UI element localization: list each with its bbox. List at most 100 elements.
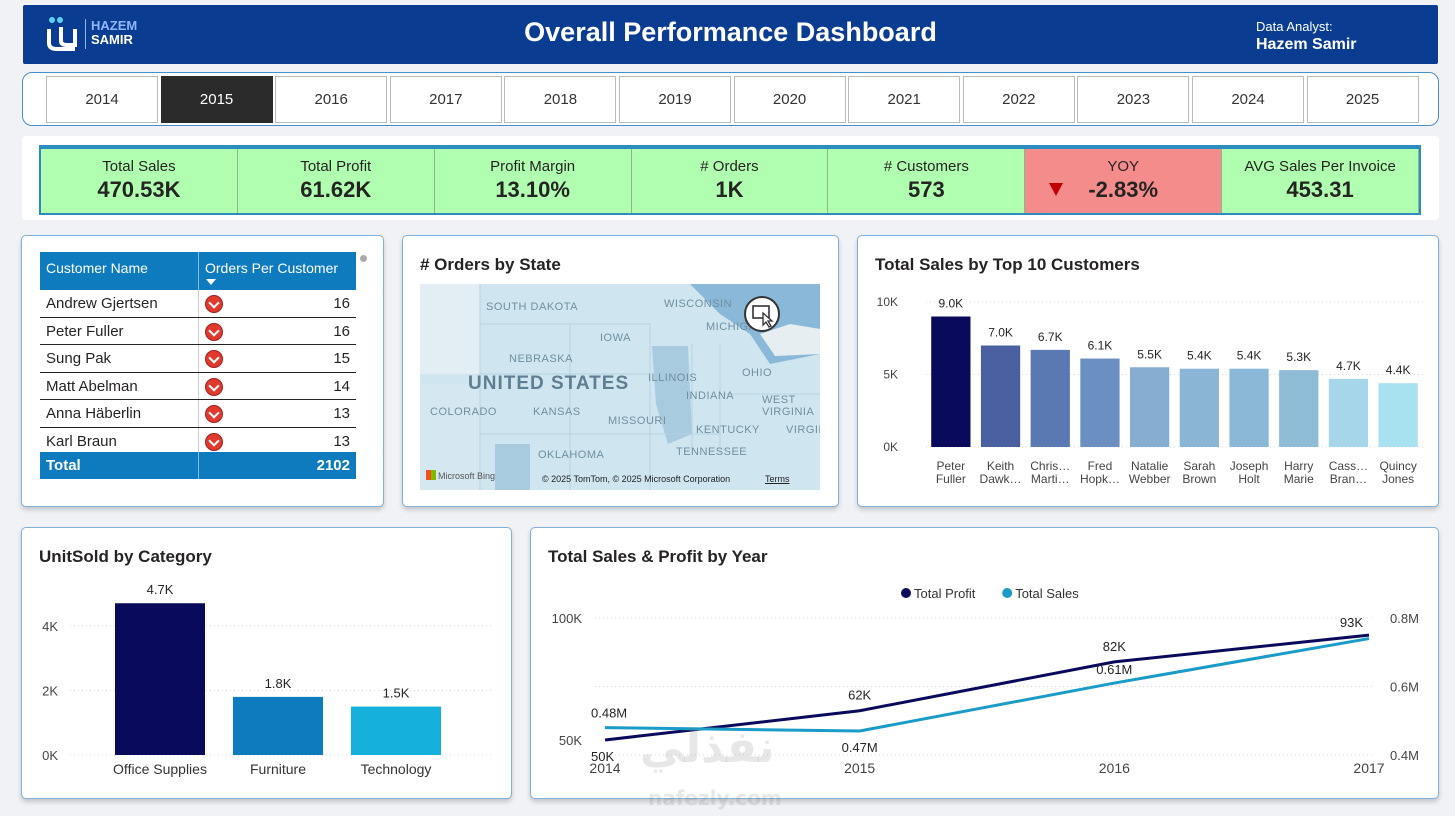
legend-label[interactable]: Total Profit xyxy=(914,586,976,601)
top-customers-title: Total Sales by Top 10 Customers xyxy=(875,255,1140,274)
scrollbar-handle[interactable] xyxy=(360,255,367,262)
focus-mode-icon[interactable] xyxy=(744,296,780,332)
table-row[interactable]: Peter Fuller 16 xyxy=(40,317,356,345)
category-chart[interactable]: 0K 2K 4K 4.7K Office Supplies 1.8K Furniture 1.… xyxy=(22,528,511,798)
bing-attribution: Microsoft Bing xyxy=(426,470,495,481)
customer-table: Customer Name Orders Per Customer Andrew… xyxy=(40,252,356,479)
x-tick-label: Cass… xyxy=(1329,459,1368,473)
x-tick-label: Webber xyxy=(1129,472,1171,486)
x-tick-label: 2016 xyxy=(1099,760,1130,776)
table-body[interactable]: Andrew Gjertsen 16 Peter Fuller 16 Sung Pak 1… xyxy=(40,290,356,452)
table-row[interactable]: Karl Braun 13 xyxy=(40,427,356,452)
down-arrow-icon xyxy=(1049,183,1064,196)
map-label: KANSAS xyxy=(533,406,581,418)
x-tick-label: Brown xyxy=(1182,472,1216,486)
table-header[interactable]: Customer Name Orders Per Customer xyxy=(40,252,356,290)
legend-label[interactable]: Total Sales xyxy=(1015,586,1079,601)
kpi-card: # Orders 1K xyxy=(632,149,829,213)
bar-data-label: 1.8K xyxy=(265,676,292,691)
bar[interactable] xyxy=(980,345,1021,448)
year-button-2019[interactable]: 2019 xyxy=(619,76,731,123)
orders-cell: 16 xyxy=(333,322,350,340)
column-header-customer-name[interactable]: Customer Name xyxy=(46,260,148,276)
bar[interactable] xyxy=(1279,370,1319,447)
sales-data-label: 0.61M xyxy=(1096,662,1132,677)
bar[interactable] xyxy=(1328,378,1369,447)
kpi-card: # Customers 573 xyxy=(828,149,1026,213)
bar[interactable] xyxy=(115,603,205,755)
sales-profit-title: Total Sales & Profit by Year xyxy=(548,547,768,566)
series-line[interactable] xyxy=(604,633,1370,742)
map-label: OKLAHOMA xyxy=(538,449,605,461)
legend-marker xyxy=(1002,588,1013,598)
year-button-2020[interactable]: 2020 xyxy=(733,76,846,123)
orders-map[interactable]: SOUTH DAKOTA WISCONSIN MICHIGAN IOWA NEB… xyxy=(420,284,820,490)
bar[interactable] xyxy=(1130,367,1170,447)
x-tick-label: Bran… xyxy=(1330,472,1367,486)
profit-data-label: 50K xyxy=(591,749,614,764)
map-title: # Orders by State xyxy=(420,255,561,274)
x-tick-label: Marti… xyxy=(1031,472,1070,486)
table-total-row: Total 2102 xyxy=(40,452,356,479)
year-button-2021[interactable]: 2021 xyxy=(848,76,961,123)
table-row[interactable]: Matt Abelman 14 xyxy=(40,372,356,400)
year-button-2014[interactable]: 2014 xyxy=(46,76,158,123)
bar[interactable] xyxy=(931,316,971,448)
right-y-tick-label: 0.4M xyxy=(1390,748,1419,763)
logo-separator xyxy=(85,19,86,49)
year-button-2015[interactable]: 2015 xyxy=(160,76,273,123)
kpi-card: YOY -2.83% xyxy=(1025,149,1223,213)
watermark-url: nafezly.com xyxy=(648,786,782,810)
bing-label: Microsoft Bing xyxy=(438,471,496,481)
x-tick-label: Keith xyxy=(987,459,1014,473)
year-button-2017[interactable]: 2017 xyxy=(389,76,502,123)
x-tick-label: Hopk… xyxy=(1080,472,1120,486)
map-terms-link[interactable]: Terms xyxy=(765,474,790,484)
bar-data-label: 5.3K xyxy=(1286,350,1311,364)
customer-name-cell: Andrew Gjertsen xyxy=(46,295,158,312)
kpi-value: 470.53K xyxy=(97,177,181,202)
y-tick-label: 4K xyxy=(42,619,58,634)
bar[interactable] xyxy=(1229,368,1269,447)
table-row[interactable]: Anna Häberlin 13 xyxy=(40,400,356,428)
bar[interactable] xyxy=(351,706,441,755)
table-row[interactable]: Andrew Gjertsen 16 xyxy=(40,290,356,318)
analyst-name: Hazem Samir xyxy=(1256,36,1357,53)
y-tick-label: 5K xyxy=(883,368,898,382)
orders-cell: 15 xyxy=(333,350,350,367)
map-label: WISCONSIN xyxy=(664,298,733,310)
bar[interactable] xyxy=(1030,349,1070,447)
year-button-2018[interactable]: 2018 xyxy=(504,76,617,123)
total-value: 2102 xyxy=(316,457,350,474)
bar[interactable] xyxy=(1080,358,1120,447)
year-button-2016[interactable]: 2016 xyxy=(275,76,388,123)
customer-name-cell: Karl Braun xyxy=(46,432,117,450)
bar[interactable] xyxy=(1378,383,1418,447)
chevron-down-circle-icon xyxy=(205,322,223,341)
profit-data-label: 82K xyxy=(1103,639,1126,654)
table-row[interactable]: Sung Pak 15 xyxy=(40,345,356,373)
series-line[interactable] xyxy=(604,637,1370,733)
map-label: MISSOURI xyxy=(608,415,667,427)
x-tick-label: Joseph xyxy=(1230,459,1269,473)
sales-data-label: 0.48M xyxy=(591,706,627,721)
kpi-value: 453.31 xyxy=(1286,177,1354,202)
x-tick-label: Furniture xyxy=(250,761,306,777)
sort-desc-icon[interactable] xyxy=(206,279,216,285)
bar-data-label: 7.0K xyxy=(988,326,1013,340)
column-header-orders[interactable]: Orders Per Customer xyxy=(205,260,339,276)
customer-table-card: Customer Name Orders Per Customer Andrew… xyxy=(21,235,384,507)
bar-data-label: 4.7K xyxy=(147,582,174,597)
year-button-2022[interactable]: 2022 xyxy=(962,76,1075,123)
x-tick-label: Jones xyxy=(1382,472,1414,486)
year-button-2023[interactable]: 2023 xyxy=(1077,76,1190,123)
year-button-2024[interactable]: 2024 xyxy=(1192,76,1304,123)
map-label: OHIO xyxy=(742,367,773,379)
year-slicer: 2014 2015 2016 2017 2018 2019 2020 2021 2022 2023… xyxy=(22,72,1439,126)
bar[interactable] xyxy=(233,696,323,755)
year-button-2025[interactable]: 2025 xyxy=(1306,76,1419,123)
bar[interactable] xyxy=(1179,368,1219,447)
customer-name-cell: Sung Pak xyxy=(46,350,112,367)
